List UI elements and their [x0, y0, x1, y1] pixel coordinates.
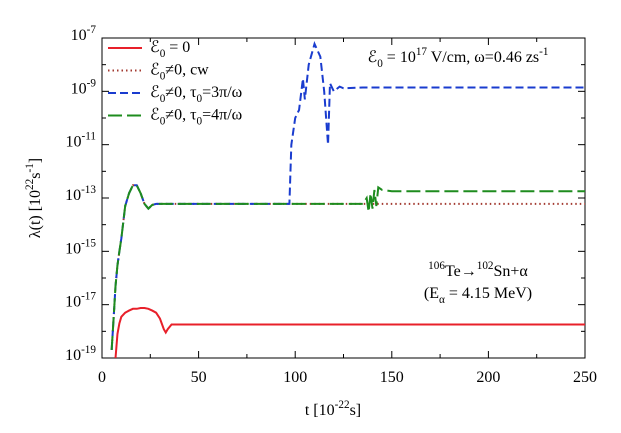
annotation: (Eα = 4.15 MeV) [424, 285, 532, 306]
y-tick-label: 10-17 [65, 290, 96, 310]
data-line [110, 184, 585, 351]
y-tick-label: 10-15 [65, 237, 96, 257]
legend-label: ℰ0≠0, τ0=4π/ω [150, 106, 242, 127]
y-tick-label: 10-13 [65, 184, 96, 204]
x-tick-label: 0 [98, 369, 106, 386]
data-line [110, 41, 585, 351]
y-axis-label: λ(t) [1022s-1] [24, 158, 44, 238]
legend-label: ℰ0 = 0 [150, 39, 190, 60]
legend-label: ℰ0≠0, τ0=3π/ω [150, 84, 242, 105]
annotation: ℰ0 = 1017 V/cm, ω=0.46 zs-1 [368, 46, 549, 70]
data-line [114, 307, 585, 358]
legend-label: ℰ0≠0, cw [150, 61, 209, 82]
x-tick-label: 200 [476, 369, 500, 386]
y-tick-label: 10-11 [66, 130, 97, 150]
y-tick-label: 10-9 [71, 77, 97, 97]
data-line [110, 184, 585, 351]
annotation: 106Te→102Sn+α [428, 260, 528, 280]
x-tick-label: 150 [380, 369, 404, 386]
x-tick-label: 50 [191, 369, 207, 386]
x-tick-label: 250 [573, 369, 597, 386]
x-tick-label: 100 [283, 369, 307, 386]
y-tick-label: 10-7 [71, 24, 97, 44]
x-axis-label: t [10-22s] [305, 399, 361, 419]
y-tick-label: 10-19 [65, 344, 96, 364]
